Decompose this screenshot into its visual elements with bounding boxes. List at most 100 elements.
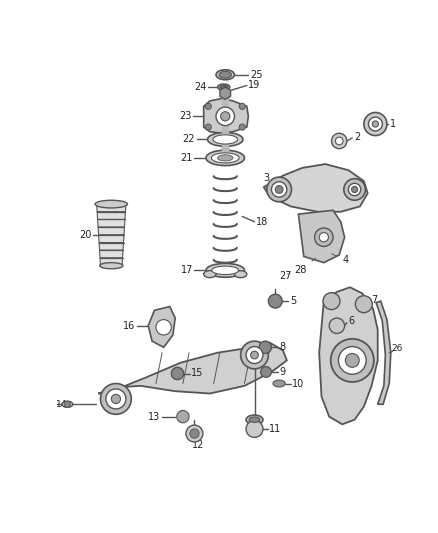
Circle shape	[216, 107, 234, 126]
Circle shape	[205, 103, 212, 109]
Ellipse shape	[220, 85, 228, 89]
Text: 13: 13	[148, 411, 161, 422]
Ellipse shape	[212, 266, 239, 274]
Circle shape	[339, 346, 366, 374]
Text: 8: 8	[279, 342, 285, 352]
Circle shape	[372, 121, 378, 127]
Text: 10: 10	[292, 378, 304, 389]
Text: 12: 12	[192, 440, 205, 450]
Text: 25: 25	[250, 70, 262, 80]
Polygon shape	[148, 306, 175, 348]
Circle shape	[276, 185, 283, 193]
Text: 1: 1	[390, 119, 396, 129]
Circle shape	[349, 183, 361, 196]
Polygon shape	[264, 164, 367, 212]
Text: 7: 7	[371, 295, 378, 304]
Text: 6: 6	[349, 316, 355, 326]
Text: 23: 23	[179, 111, 191, 122]
Circle shape	[64, 401, 71, 407]
Text: 28: 28	[294, 258, 315, 276]
Text: 24: 24	[194, 82, 207, 92]
Polygon shape	[100, 258, 123, 265]
Circle shape	[239, 103, 245, 109]
Polygon shape	[220, 87, 230, 99]
Circle shape	[332, 133, 347, 149]
Ellipse shape	[218, 155, 233, 161]
Text: 21: 21	[180, 153, 193, 163]
Circle shape	[355, 296, 372, 313]
Text: 19: 19	[248, 80, 261, 90]
Text: 14: 14	[56, 400, 67, 409]
Polygon shape	[99, 235, 124, 243]
Text: 4: 4	[332, 254, 348, 265]
Circle shape	[346, 353, 359, 367]
Polygon shape	[97, 204, 126, 212]
Ellipse shape	[216, 70, 234, 80]
Circle shape	[319, 232, 328, 242]
Ellipse shape	[218, 84, 230, 90]
Circle shape	[352, 187, 358, 192]
Polygon shape	[204, 99, 248, 133]
Polygon shape	[98, 343, 287, 393]
Circle shape	[205, 124, 212, 130]
Circle shape	[329, 318, 345, 334]
Circle shape	[336, 137, 343, 145]
Ellipse shape	[204, 271, 216, 278]
Ellipse shape	[206, 150, 244, 166]
Text: 26: 26	[392, 344, 403, 353]
Polygon shape	[319, 287, 378, 424]
Polygon shape	[376, 301, 391, 405]
Polygon shape	[298, 210, 345, 263]
Circle shape	[240, 341, 268, 369]
Polygon shape	[97, 212, 125, 220]
Ellipse shape	[206, 263, 244, 277]
Circle shape	[177, 410, 189, 423]
Polygon shape	[99, 243, 124, 251]
Circle shape	[246, 421, 263, 438]
Text: 2: 2	[354, 132, 360, 142]
Circle shape	[156, 320, 171, 335]
Circle shape	[251, 351, 258, 359]
Ellipse shape	[62, 401, 73, 407]
Polygon shape	[98, 227, 124, 235]
Ellipse shape	[213, 135, 237, 144]
Circle shape	[364, 112, 387, 135]
Ellipse shape	[212, 153, 239, 163]
Text: 22: 22	[183, 134, 195, 144]
Circle shape	[190, 429, 199, 438]
Circle shape	[268, 294, 282, 308]
Circle shape	[267, 177, 291, 202]
Ellipse shape	[95, 200, 127, 208]
Text: 20: 20	[79, 230, 91, 240]
Circle shape	[331, 339, 374, 382]
Text: 27: 27	[279, 271, 292, 281]
Circle shape	[246, 346, 263, 364]
Ellipse shape	[100, 263, 123, 269]
Text: 17: 17	[180, 265, 193, 276]
Polygon shape	[99, 251, 123, 258]
Circle shape	[111, 394, 120, 403]
Text: 3: 3	[264, 173, 277, 188]
Polygon shape	[222, 93, 228, 160]
Circle shape	[314, 228, 333, 246]
Circle shape	[261, 367, 272, 377]
Circle shape	[323, 293, 340, 310]
Ellipse shape	[219, 71, 231, 78]
Text: 5: 5	[290, 296, 296, 306]
Circle shape	[100, 384, 131, 414]
Ellipse shape	[234, 271, 247, 278]
Circle shape	[272, 182, 287, 197]
Ellipse shape	[208, 133, 243, 147]
Circle shape	[106, 389, 126, 409]
Text: 15: 15	[191, 368, 204, 378]
Circle shape	[171, 367, 184, 379]
Text: 11: 11	[269, 424, 281, 434]
Circle shape	[239, 124, 245, 130]
Circle shape	[368, 117, 382, 131]
Circle shape	[344, 179, 365, 200]
Circle shape	[186, 425, 203, 442]
Polygon shape	[98, 220, 125, 227]
Ellipse shape	[246, 415, 263, 424]
Ellipse shape	[249, 417, 260, 422]
Circle shape	[259, 341, 272, 353]
